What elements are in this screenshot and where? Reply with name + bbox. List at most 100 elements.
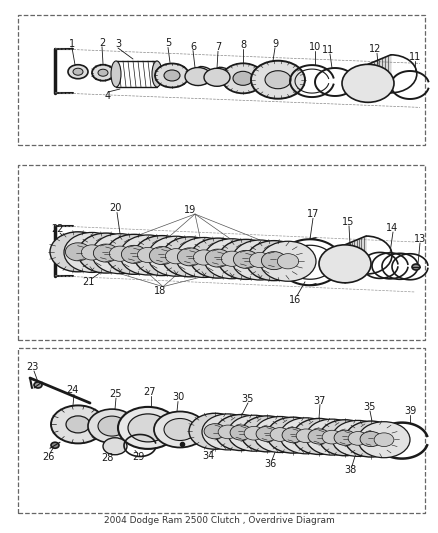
Text: 26: 26 — [42, 452, 54, 462]
Ellipse shape — [138, 247, 159, 263]
Ellipse shape — [228, 415, 280, 451]
Text: 22: 22 — [52, 224, 64, 234]
Ellipse shape — [260, 241, 316, 281]
Ellipse shape — [332, 421, 384, 456]
Ellipse shape — [322, 430, 342, 444]
Text: 37: 37 — [314, 395, 326, 406]
Ellipse shape — [121, 245, 147, 263]
Ellipse shape — [256, 426, 278, 441]
Ellipse shape — [193, 250, 215, 265]
Ellipse shape — [221, 251, 243, 266]
Ellipse shape — [319, 420, 371, 456]
Ellipse shape — [176, 238, 232, 278]
Text: 25: 25 — [109, 389, 121, 399]
Ellipse shape — [65, 243, 91, 261]
Text: 17: 17 — [307, 209, 319, 219]
Ellipse shape — [34, 382, 42, 388]
Ellipse shape — [358, 422, 410, 458]
Ellipse shape — [98, 416, 126, 436]
Ellipse shape — [92, 64, 114, 80]
Text: 20: 20 — [109, 204, 121, 214]
Ellipse shape — [412, 264, 420, 270]
Text: 12: 12 — [369, 44, 381, 54]
Ellipse shape — [202, 414, 254, 450]
Ellipse shape — [50, 232, 106, 272]
Text: 39: 39 — [404, 406, 416, 416]
Text: 6: 6 — [190, 42, 196, 52]
Text: 19: 19 — [184, 205, 196, 215]
Ellipse shape — [51, 406, 105, 443]
Ellipse shape — [92, 233, 148, 274]
Ellipse shape — [222, 63, 264, 93]
Ellipse shape — [120, 235, 176, 275]
Ellipse shape — [134, 236, 190, 276]
Ellipse shape — [152, 61, 162, 87]
Ellipse shape — [66, 416, 90, 433]
Text: 34: 34 — [202, 451, 214, 461]
Ellipse shape — [68, 64, 88, 79]
Ellipse shape — [189, 413, 241, 449]
Ellipse shape — [177, 248, 203, 266]
Ellipse shape — [374, 433, 394, 447]
Ellipse shape — [233, 251, 258, 269]
Text: 9: 9 — [272, 39, 278, 49]
Text: 24: 24 — [66, 385, 78, 395]
Ellipse shape — [88, 409, 136, 443]
Text: 16: 16 — [289, 295, 301, 305]
Ellipse shape — [293, 418, 345, 455]
Ellipse shape — [345, 421, 397, 457]
Text: 18: 18 — [154, 286, 166, 295]
Ellipse shape — [277, 254, 299, 269]
Ellipse shape — [155, 63, 189, 87]
Ellipse shape — [244, 426, 264, 440]
Ellipse shape — [342, 64, 394, 102]
Ellipse shape — [106, 235, 162, 274]
Ellipse shape — [319, 245, 371, 283]
Ellipse shape — [215, 415, 267, 450]
Text: 11: 11 — [322, 45, 334, 55]
Text: 3: 3 — [115, 39, 121, 49]
Ellipse shape — [110, 246, 131, 261]
Ellipse shape — [205, 249, 230, 267]
Ellipse shape — [233, 71, 253, 85]
Ellipse shape — [154, 411, 206, 448]
Ellipse shape — [218, 239, 274, 279]
Ellipse shape — [360, 432, 382, 447]
Ellipse shape — [51, 442, 59, 448]
Text: 36: 36 — [264, 459, 276, 469]
Text: 15: 15 — [342, 217, 354, 227]
Text: 7: 7 — [215, 42, 221, 52]
Ellipse shape — [204, 68, 230, 86]
Ellipse shape — [185, 68, 211, 85]
Text: 21: 21 — [82, 277, 94, 287]
Ellipse shape — [282, 427, 304, 443]
Ellipse shape — [71, 248, 77, 254]
Text: 10: 10 — [309, 42, 321, 52]
Ellipse shape — [190, 238, 246, 278]
Ellipse shape — [164, 418, 196, 440]
Ellipse shape — [270, 427, 290, 441]
Ellipse shape — [148, 236, 204, 276]
Text: 23: 23 — [26, 362, 38, 372]
Ellipse shape — [230, 425, 252, 440]
Ellipse shape — [254, 416, 306, 453]
Ellipse shape — [78, 233, 134, 273]
Ellipse shape — [204, 239, 260, 279]
Ellipse shape — [280, 418, 332, 454]
Ellipse shape — [261, 252, 286, 270]
Ellipse shape — [306, 419, 358, 455]
Ellipse shape — [98, 69, 108, 76]
Text: 11: 11 — [409, 52, 421, 62]
Text: 8: 8 — [240, 41, 246, 50]
Text: 38: 38 — [344, 465, 356, 475]
Ellipse shape — [73, 68, 83, 75]
Ellipse shape — [308, 429, 330, 444]
Text: 2004 Dodge Ram 2500 Clutch , Overdrive Diagram: 2004 Dodge Ram 2500 Clutch , Overdrive D… — [104, 516, 334, 525]
Text: 1: 1 — [69, 39, 75, 49]
Ellipse shape — [267, 417, 319, 453]
Ellipse shape — [93, 244, 119, 262]
Ellipse shape — [166, 248, 187, 264]
Text: 35: 35 — [242, 394, 254, 404]
Ellipse shape — [81, 245, 102, 260]
Text: 27: 27 — [144, 387, 156, 397]
